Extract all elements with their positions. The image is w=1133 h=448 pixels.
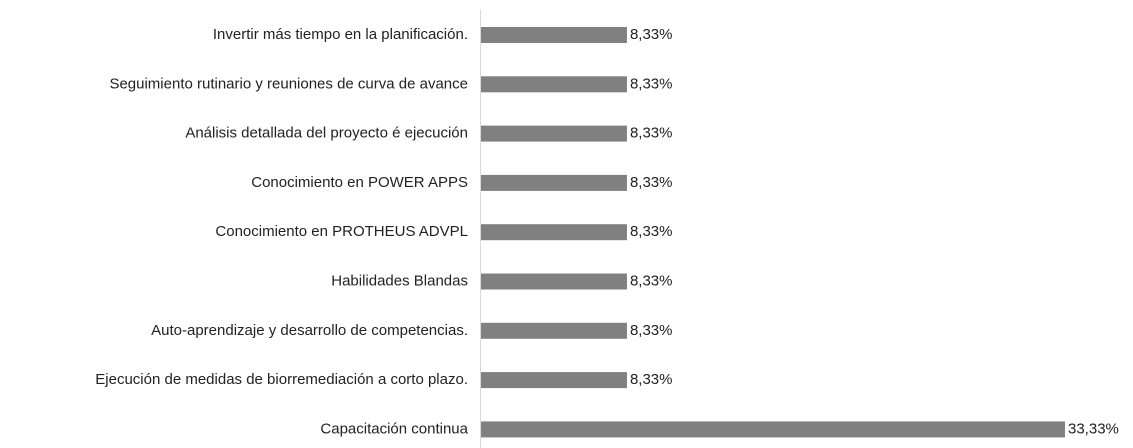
bar — [481, 174, 627, 191]
bar — [481, 421, 1065, 438]
value-label: 8,33% — [630, 223, 673, 240]
value-label: 33,33% — [1068, 420, 1119, 437]
category-label: Conocimiento en POWER APPS — [251, 174, 468, 191]
bar — [481, 125, 627, 142]
value-label: 8,33% — [630, 125, 673, 142]
bar — [481, 27, 627, 43]
category-label: Auto-aprendizaje y desarrollo de compete… — [151, 322, 468, 339]
category-label: Ejecución de medidas de biorremediación … — [95, 371, 468, 388]
value-label: 8,33% — [630, 371, 673, 388]
category-label: Análisis detallada del proyecto é ejecuc… — [185, 125, 468, 142]
bar — [481, 372, 627, 389]
bar — [481, 273, 627, 290]
category-label: Invertir más tiempo en la planificación. — [213, 26, 468, 43]
category-label: Habilidades Blandas — [331, 272, 468, 289]
value-label: 8,33% — [630, 272, 673, 289]
category-label: Seguimiento rutinario y reuniones de cur… — [109, 75, 468, 92]
bar — [481, 224, 627, 241]
value-label: 8,33% — [630, 26, 673, 43]
category-label: Conocimiento en PROTHEUS ADVPL — [215, 223, 468, 240]
bar — [481, 322, 627, 339]
value-label: 8,33% — [630, 75, 673, 92]
category-label: Capacitación continua — [320, 420, 468, 437]
value-label: 8,33% — [630, 322, 673, 339]
bar — [481, 76, 627, 93]
value-label: 8,33% — [630, 174, 673, 191]
